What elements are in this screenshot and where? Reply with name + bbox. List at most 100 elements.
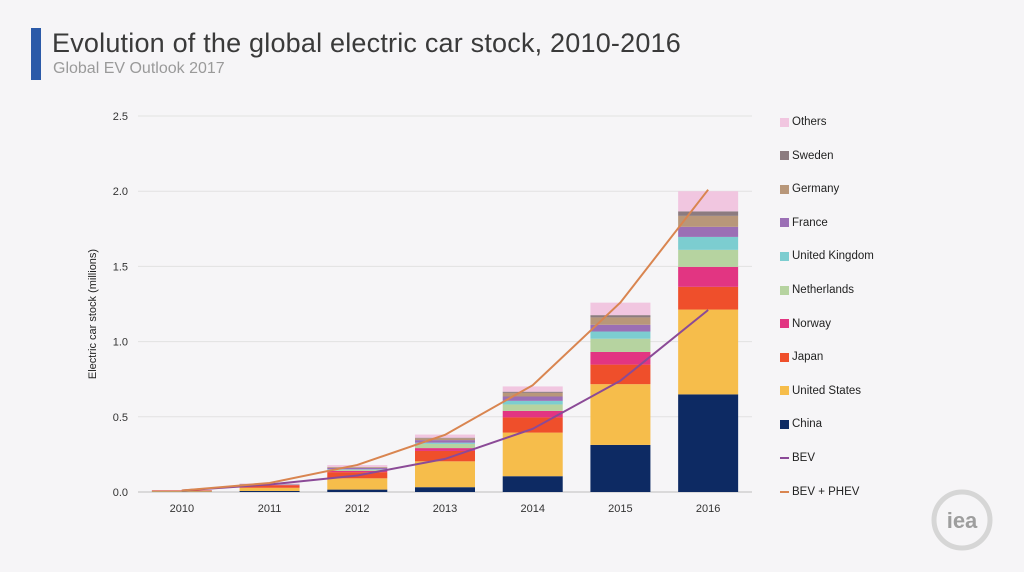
legend-label: China — [792, 418, 823, 431]
x-tick-label: 2014 — [520, 503, 544, 515]
legend-item-netherlands: Netherlands — [780, 282, 854, 298]
legend-item-japan: Japan — [780, 349, 823, 365]
y-tick-label: 1.0 — [113, 337, 128, 349]
bar-france-2012 — [327, 467, 388, 470]
bar-norway-2016 — [678, 266, 739, 287]
bar-norway-2013 — [415, 448, 475, 451]
bar-others-2013 — [415, 434, 475, 438]
bar-sweden-2015 — [590, 315, 651, 318]
bar-sweden-2016 — [678, 211, 739, 216]
bar-japan-2011 — [239, 485, 300, 488]
legend-item-sweden: Sweden — [780, 148, 834, 164]
y-tick-label: 0.5 — [113, 412, 128, 424]
legend-swatch — [780, 151, 789, 161]
legend-swatch — [780, 457, 789, 459]
bar-united-states-2013 — [415, 461, 475, 488]
legend-item-china: China — [780, 416, 822, 432]
legend-swatch — [780, 319, 789, 329]
bar-netherlands-2015 — [590, 338, 651, 352]
legend-item-united-states: United States — [780, 383, 861, 399]
legend-label: BEV — [792, 452, 816, 464]
bar-japan-2014 — [502, 417, 563, 433]
bar-japan-2016 — [678, 286, 739, 310]
bar-others-2016 — [678, 191, 739, 212]
bar-china-2015 — [590, 444, 651, 492]
bar-others-2012 — [327, 465, 388, 468]
y-axis-label: Electric car stock (millions) — [87, 249, 99, 379]
legend-swatch — [780, 117, 789, 127]
legend-label: BEV + PHEV — [792, 485, 860, 498]
bar-france-2013 — [415, 440, 475, 443]
chart-title: Evolution of the global electric car sto… — [52, 28, 681, 58]
legend-label: Sweden — [792, 149, 834, 162]
bar-norway-2012 — [327, 470, 388, 473]
legend-swatch — [780, 218, 789, 228]
legend-item-bev-phev: BEV + PHEV — [780, 484, 859, 500]
x-tick-label: 2013 — [433, 503, 457, 515]
x-tick-label: 2012 — [345, 503, 369, 515]
bar-france-2015 — [590, 324, 651, 332]
bar-united-states-2014 — [502, 432, 563, 477]
x-tick-label: 2015 — [608, 503, 632, 515]
chart-subtitle: Global EV Outlook 2017 — [53, 60, 225, 77]
legend-label: Norway — [792, 317, 831, 330]
line-bev-phev — [181, 189, 709, 492]
bar-united-states-2016 — [678, 309, 739, 395]
bar-netherlands-2013 — [415, 443, 475, 449]
legend-swatch — [780, 386, 789, 396]
y-tick-label: 0.0 — [113, 487, 128, 499]
bar-united-kingdom-2016 — [678, 236, 739, 250]
iea-logo-text: iea — [947, 508, 978, 533]
title-accent-bar — [31, 28, 41, 80]
y-tick-label: 1.5 — [113, 261, 128, 273]
bar-germany-2013 — [415, 438, 475, 441]
bar-united-states-2012 — [327, 478, 388, 490]
legend-swatch — [780, 184, 789, 194]
x-tick-label: 2011 — [258, 503, 282, 515]
bar-united-kingdom-2012 — [327, 469, 388, 470]
bar-others-2014 — [502, 386, 563, 392]
legend-label: Japan — [792, 351, 824, 364]
legend-swatch — [780, 352, 789, 362]
y-tick-label: 2.5 — [113, 111, 128, 123]
bar-united-states-2015 — [590, 384, 651, 445]
bar-united-states-2010 — [151, 491, 212, 492]
bar-united-states-2011 — [239, 487, 300, 491]
legend-swatch — [780, 251, 789, 261]
bar-china-2012 — [327, 489, 388, 492]
bar-china-2011 — [239, 490, 300, 492]
bar-norway-2015 — [590, 351, 651, 365]
legend-label: Others — [792, 116, 827, 128]
legend-item-france: France — [780, 215, 828, 231]
bar-china-2016 — [678, 394, 739, 492]
legend-label: United States — [792, 384, 862, 397]
legend-swatch — [780, 419, 789, 429]
bar-germany-2015 — [590, 317, 651, 325]
iea-logo-icon: iea — [931, 489, 993, 551]
bar-china-2013 — [415, 487, 475, 492]
y-tick-label: 2.0 — [113, 186, 128, 198]
bar-china-2014 — [502, 476, 563, 492]
bar-germany-2016 — [678, 215, 739, 227]
legend-item-bev: BEV — [780, 450, 815, 466]
bar-france-2014 — [502, 396, 563, 401]
bar-netherlands-2016 — [678, 249, 739, 267]
bar-norway-2014 — [502, 410, 563, 418]
legend-item-others: Others — [780, 114, 827, 130]
bar-netherlands-2014 — [502, 404, 563, 411]
bar-japan-2010 — [151, 490, 212, 492]
bar-france-2016 — [678, 226, 739, 237]
bar-netherlands-2012 — [327, 469, 388, 471]
bar-united-kingdom-2013 — [415, 442, 475, 444]
legend-label: France — [792, 216, 828, 229]
bar-japan-2013 — [415, 450, 475, 462]
legend-item-norway: Norway — [780, 316, 831, 332]
legend-label: Germany — [792, 183, 840, 196]
bar-sweden-2014 — [502, 391, 563, 393]
bar-united-kingdom-2014 — [502, 400, 563, 405]
bar-united-kingdom-2015 — [590, 331, 651, 339]
legend-label: United Kingdom — [792, 250, 874, 263]
bar-others-2015 — [590, 302, 651, 316]
line-bev — [181, 309, 709, 492]
